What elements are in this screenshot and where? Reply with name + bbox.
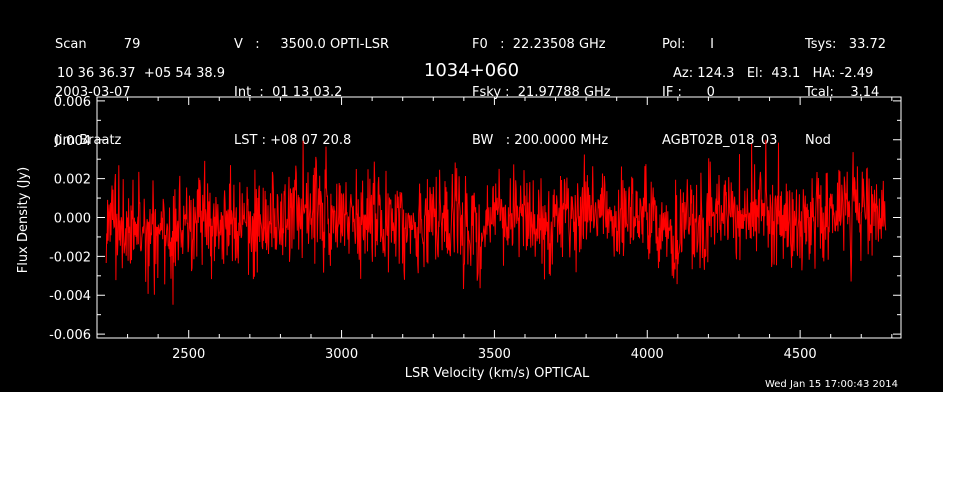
y-axis-label: Flux Density (Jy) [16,167,31,273]
plot-panel: Scan 79 2003-03-07 Jim Braatz V : 3500.0… [0,0,943,392]
velocity-line: V : 3500.0 OPTI-LSR [234,37,390,52]
y-tick-label-5: 0.004 [54,134,91,149]
header-col5: Tsys: 33.72 Tcal: 3.14 Nod [805,5,886,181]
bw-line: BW : 200.0000 MHz [472,133,609,148]
x-tick-2500: 2500 [172,97,205,362]
y-tick-1: -0.004 [49,289,901,304]
header-col2: V : 3500.0 OPTI-LSR Int : 01 13 03.2 LST… [234,5,389,181]
x-tick-4500: 4500 [784,97,817,362]
tcal-line: Tcal: 3.14 [805,85,880,100]
fsky-line: Fsky : 21.97788 GHz [472,85,611,100]
y-tick-label-4: 0.002 [54,173,91,188]
y-tick-label-0: -0.006 [49,328,91,343]
ticks-layer: 2500 3000 3500 4000 4500 -0.006 -0.004 -0.002 0.… [49,95,901,362]
y-tick-label-6: 0.006 [54,95,91,110]
if-line: IF : 0 [662,85,715,100]
x-tick-label-4000: 4000 [631,347,664,362]
tsys-line: Tsys: 33.72 [805,37,887,52]
trace-layer [105,139,887,305]
proc-line: Nod [805,133,831,148]
scan-line: Scan 79 [55,37,141,52]
x-tick-4000: 4000 [631,97,664,362]
y-tick-label-3: 0.000 [54,212,91,227]
date-line: 2003-03-07 [55,85,131,100]
y-tick-6: 0.006 [54,95,901,110]
header-col3: F0 : 22.23508 GHz Fsky : 21.97788 GHz BW… [472,5,611,181]
spectrum-chart: 2500 3000 3500 4000 4500 -0.006 -0.004 -0.002 0.… [16,95,902,381]
observer-line: Jim Braatz [55,133,122,148]
pol-line: Pol: I [662,37,714,52]
header-col4: Pol: I IF : 0 AGBT02B_018_03 [662,5,777,181]
azel-label: Az: 124.3 El: 43.1 HA: -2.49 [673,66,874,81]
int-line: Int : 01 13 03.2 [234,85,343,100]
x-tick-label-2500: 2500 [172,347,205,362]
lst-line: LST : +08 07 20.8 [234,133,352,148]
coords-label: 10 36 36.37 +05 54 38.9 [57,66,226,81]
f0-line: F0 : 22.23508 GHz [472,37,606,52]
y-tick-3: 0.000 [54,212,901,227]
y-tick-5: 0.004 [54,134,901,149]
source-title: 1034+060 [423,60,520,81]
y-tick-label-2: -0.002 [49,250,91,265]
x-tick-label-4500: 4500 [784,347,817,362]
timestamp: Wed Jan 15 17:00:43 2014 [764,379,898,390]
x-tick-label-3000: 3000 [325,347,358,362]
x-tick-3500: 3500 [478,97,511,362]
x-tick-3000: 3000 [325,97,358,362]
y-tick-label-1: -0.004 [49,289,91,304]
y-tick-4: 0.002 [54,173,901,188]
y-tick-0: -0.006 [49,328,901,343]
y-tick-2: -0.002 [49,250,901,265]
spectrum-trace [105,139,887,305]
header-col1: Scan 79 2003-03-07 Jim Braatz [55,5,140,181]
x-axis-label: LSR Velocity (km/s) OPTICAL [405,366,590,381]
x-tick-label-3500: 3500 [478,347,511,362]
project-line: AGBT02B_018_03 [662,133,778,148]
